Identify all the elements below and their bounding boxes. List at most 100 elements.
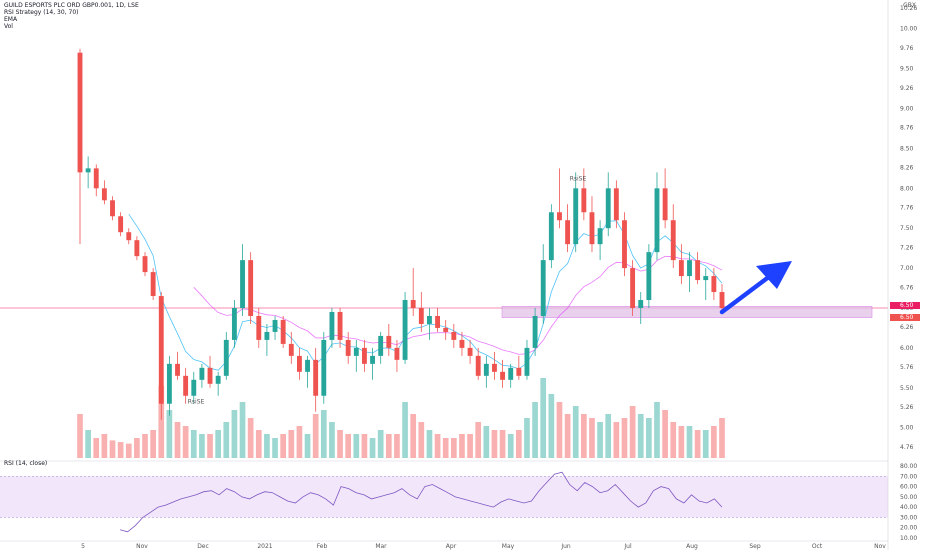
study-rsi-strategy[interactable]: RSI Strategy (14, 30, 70) [4,9,79,16]
volume-bar [117,442,124,458]
rsi-tick-label: 40.00 [900,504,917,511]
candle-body [719,292,725,308]
volume-bar [402,402,408,458]
price-tick-label: 8.50 [900,145,914,152]
candle-body [305,359,310,372]
candle-body [402,300,408,360]
study-ema[interactable]: EMA [4,16,18,23]
time-tick-label: Dec [197,543,209,550]
volume-bar [134,438,140,458]
candle-body [150,272,156,297]
candle-body [158,296,164,404]
chart-legend: GUILD ESPORTS PLC ORD GBP0.001, 1D, LSE … [4,2,139,30]
candle-body [516,367,522,376]
candle-body [581,188,587,213]
candle-body [353,347,359,356]
volume-bar [637,414,644,458]
volume-bar [662,410,668,458]
candle-body [370,355,375,364]
study-vol[interactable]: Vol [4,23,13,30]
candle-body [207,367,213,384]
time-tick-label: Jul [623,543,632,550]
candle-body [85,168,91,173]
volume-bar [426,430,433,458]
trend-arrow[interactable] [719,261,792,315]
volume-bar [524,418,530,458]
price-tick-label: 5.26 [900,404,914,411]
candle-body [605,188,611,229]
price-tick-label: 9.76 [900,45,914,52]
candle-body [443,327,449,332]
time-tick-label: Oct [812,543,823,550]
level-badge-text: 6.50 [900,302,914,309]
candle-body [272,319,278,332]
time-tick-label: Nov [136,543,148,550]
volume-bar [564,414,571,458]
candle-body [296,355,302,372]
price-tick-label: 7.26 [900,244,914,251]
rsi-band [0,476,888,518]
rsi-tick-label: 30.00 [900,514,917,521]
symbol-title[interactable]: GUILD ESPORTS PLC ORD GBP0.001, 1D, LSE [4,2,139,9]
candle-body [557,212,562,221]
price-tick-label: 7.76 [900,204,914,211]
candle-body [589,212,595,245]
volume-bar [532,402,538,458]
price-tick-label: 9.00 [900,106,914,113]
candle-body [175,363,180,376]
candle-body [134,240,140,257]
rsi-pane-label: RSI (14, close) [4,460,48,467]
candle-body [630,268,636,308]
volume-bar [304,434,311,458]
volume-bar [377,430,384,458]
candlesticks[interactable] [77,48,725,420]
price-tick-label: 4.76 [900,444,914,451]
volume-bar [296,426,303,458]
price-tick-label: 9.26 [900,85,914,92]
volume-bar [450,438,457,458]
price-tick-label: 10.00 [900,26,917,33]
volume-bar [410,414,417,458]
candle-body [646,252,652,301]
arrow-head [756,261,792,289]
volume-bar [711,426,717,458]
volume-bar [312,414,319,458]
candle-body [670,220,676,261]
candle-body [240,260,245,308]
candle-body [467,347,473,356]
candle-body [223,339,229,376]
candle-body [483,363,489,376]
candle-body [183,375,189,396]
volume-bar [434,434,441,458]
price-tick-label: 7.50 [900,225,914,232]
volume-bar [85,430,91,458]
currency-label: GBX [903,2,916,9]
price-tick-label: 8.00 [900,185,914,192]
price-tick-label: 5.76 [900,364,914,371]
candle-body [394,347,400,360]
volume-bar [215,430,221,458]
price-tick-label: 8.76 [900,125,914,132]
volume-bar [719,418,725,458]
candle-body [313,359,319,396]
volume-bar [467,434,473,458]
candle-body [427,315,432,324]
candle-body [565,220,571,245]
volume-bar [394,434,400,458]
volume-bar [190,430,197,458]
volume-bar [385,434,392,458]
candle-body [613,188,619,221]
candle-body [638,300,644,308]
candle-body [231,308,237,340]
volume-bar [475,422,482,458]
volume-bar [280,434,287,458]
volume-bar [499,430,506,458]
volume-bar [654,402,660,458]
price-tick-label: 10.26 [900,5,917,12]
volume-bar [272,438,278,458]
candle-body [378,335,384,356]
candle-body [678,260,684,277]
volume-bar [670,422,677,458]
